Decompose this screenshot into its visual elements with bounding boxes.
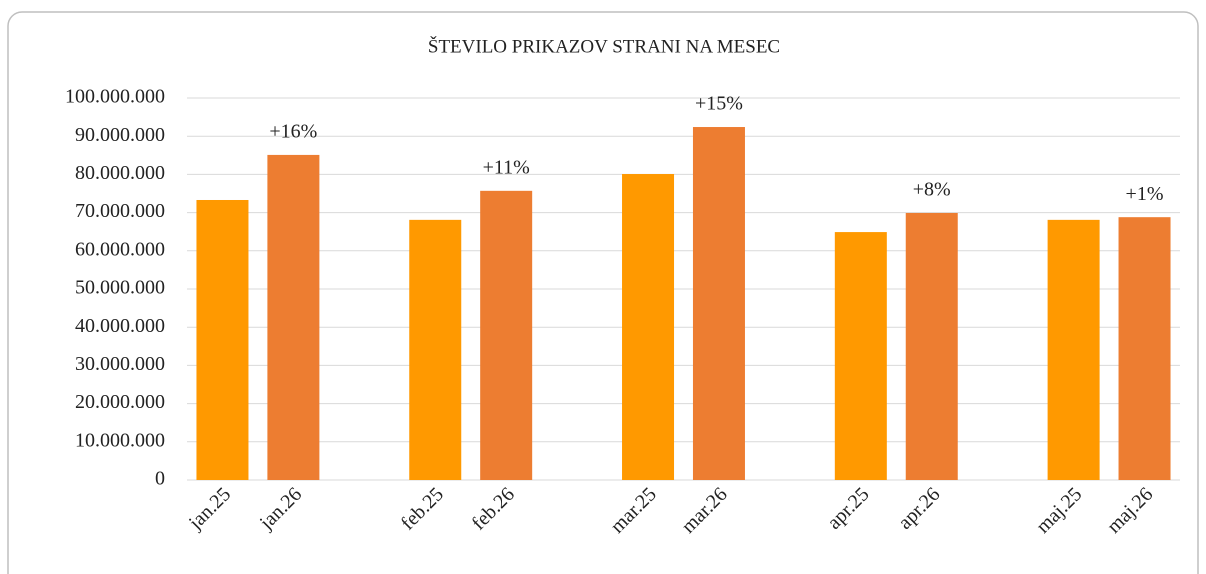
bar	[409, 219, 462, 480]
y-tick-label: 60.000.000	[75, 238, 165, 260]
bar	[834, 232, 887, 480]
bar	[692, 127, 745, 481]
annotation: +8%	[913, 179, 951, 201]
bar	[480, 190, 533, 481]
annotation: +16%	[269, 121, 317, 143]
y-tick-label: 100.000.000	[65, 86, 165, 108]
chart-frame	[7, 11, 1199, 574]
bar	[1118, 217, 1171, 480]
bar	[905, 212, 958, 480]
y-tick-label: 90.000.000	[75, 124, 165, 146]
y-tick-label: 40.000.000	[75, 315, 165, 337]
y-tick-label: 0	[155, 468, 165, 490]
y-tick-label: 10.000.000	[75, 429, 165, 451]
y-tick-label: 50.000.000	[75, 277, 165, 299]
chart-title: ŠTEVILO PRIKAZOV STRANI NA MESEC	[428, 35, 780, 57]
bar	[1047, 219, 1100, 480]
bar	[196, 199, 249, 480]
annotation: +11%	[483, 156, 530, 178]
bar	[267, 154, 320, 480]
y-tick-label: 70.000.000	[75, 200, 165, 222]
y-tick-label: 30.000.000	[75, 353, 165, 375]
y-tick-label: 20.000.000	[75, 391, 165, 413]
y-tick-label: 80.000.000	[75, 162, 165, 184]
annotation: +1%	[1126, 183, 1164, 205]
bar	[622, 174, 675, 480]
annotation: +15%	[695, 93, 743, 115]
